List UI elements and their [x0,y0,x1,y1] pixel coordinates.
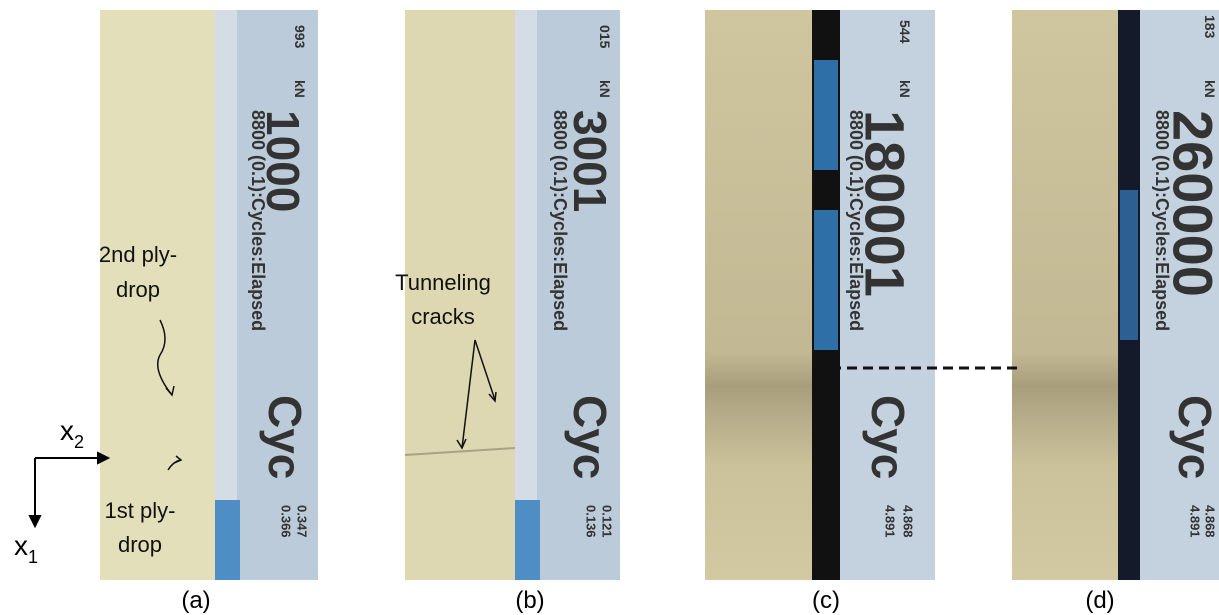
strip-segment [814,60,838,170]
annotation: Tunneling [395,270,491,295]
axis-label: x2 [60,415,84,452]
reading: 4.891 [1188,505,1203,538]
channel-short: Cyc [862,395,914,479]
figure: (a)993kN10008800 (0.1):Cycles:ElapsedCyc… [0,0,1219,615]
annotation: cracks [411,304,475,329]
counter: 183 [1202,15,1218,39]
reading: 4.891 [883,505,898,538]
channel-name: 8800 (0.1):Cycles:Elapsed [846,110,866,331]
axis-subscript: 2 [74,432,84,452]
reading: 0.347 [295,505,310,538]
annotation: drop [118,532,162,557]
reading: 4.868 [1203,505,1218,538]
channel-name: 8800 (0.1):Cycles:Elapsed [1152,110,1172,331]
unit: kN [1202,80,1218,98]
channel-short: Cyc [1169,395,1219,479]
screen-tab [515,500,540,580]
screen-tab [215,500,240,580]
specimen [1012,10,1118,580]
reading: 0.136 [584,505,599,538]
panel-label: (d) [1085,587,1114,614]
axes-arrows [30,453,108,526]
axis-label: x1 [14,530,38,567]
strip-segment [814,210,838,350]
channel-short: Cyc [564,395,616,479]
panel-label: (c) [812,587,840,614]
axis-symbol: x [60,415,74,446]
reading: 4.868 [901,505,916,538]
annotation: 2nd ply- [99,242,177,267]
reading: 0.366 [279,505,294,538]
screen-side [215,10,237,500]
reading: 0.121 [600,505,615,538]
unit: kN [597,80,613,98]
specimen [405,10,515,580]
screen-side [515,10,537,500]
cycle-count: 3001 [564,110,616,212]
axis-subscript: 1 [28,547,38,567]
strip-segment [1120,190,1138,340]
counter: 993 [292,25,308,49]
panel-label: (a) [181,587,210,614]
annotation: drop [116,277,160,302]
channel-short: Cyc [259,395,311,479]
specimen [705,10,812,580]
unit: kN [897,80,913,98]
channel-name: 8800 (0.1):Cycles:Elapsed [248,110,268,331]
channel-name: 8800 (0.1):Cycles:Elapsed [550,110,570,331]
counter: 015 [597,25,613,49]
annotation: 1st ply- [105,498,176,523]
counter: 544 [897,20,913,44]
panel-label: (b) [515,587,544,614]
axis-symbol: x [14,530,28,561]
unit: kN [292,80,308,98]
